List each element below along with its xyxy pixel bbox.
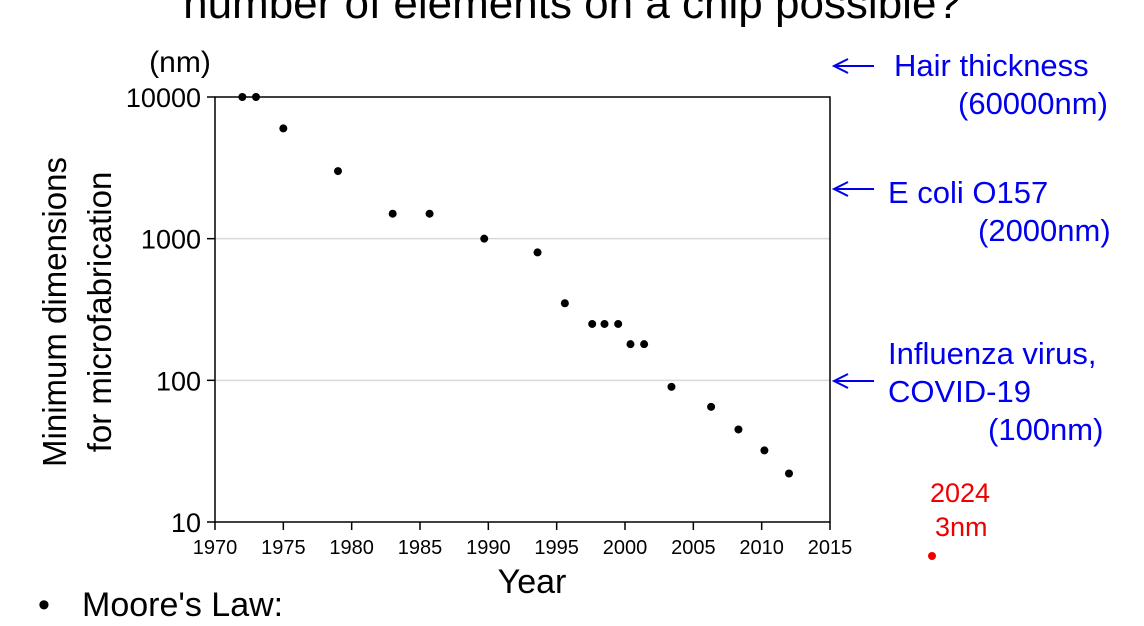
annotation-arrows (831, 58, 874, 389)
y-tick-label: 10 (171, 508, 201, 538)
x-tick-label: 2005 (671, 537, 716, 559)
annotation-influenza-value: (100nm) (988, 412, 1104, 447)
annotation-influenza: Influenza virus, COVID-19 (100nm) (888, 335, 1103, 449)
data-points (238, 93, 793, 478)
annotation-2024-year: 2024 (930, 478, 991, 508)
data-point (252, 93, 260, 101)
y-tick-label: 10000 (126, 83, 201, 113)
data-point (480, 234, 489, 243)
slide-title: number of elements on a chip possible? (183, 0, 961, 28)
annotation-ecoli-value: (2000nm) (978, 213, 1111, 248)
annotation-arrow (831, 373, 874, 389)
y-axis-label-line2: for microfabrication (81, 172, 118, 453)
x-axis-label: Year (498, 563, 567, 601)
x-axis-ticks: 1970 1975 1980 1985 1990 1995 2000 2005 2010 2015 (193, 522, 853, 559)
highlight-point-2024 (928, 552, 936, 560)
x-tick-label: 2015 (808, 537, 853, 559)
x-tick-label: 1975 (261, 537, 306, 559)
annotation-2024: 2024 3nm (930, 476, 990, 544)
data-point (614, 319, 623, 328)
annotation-2024-size: 3nm (935, 512, 988, 542)
data-point (600, 319, 609, 328)
x-tick-label: 2000 (603, 537, 648, 559)
data-point (667, 382, 676, 391)
annotation-hair-value: (60000nm) (958, 86, 1108, 121)
x-tick-label: 1985 (398, 537, 443, 559)
data-point (560, 299, 569, 308)
annotation-hair: Hair thickness (60000nm) (894, 47, 1108, 123)
data-point (238, 93, 247, 101)
bullet-item: • Moore's Law: (38, 584, 283, 626)
y-tick-label: 100 (156, 366, 201, 396)
annotation-hair-label: Hair thickness (894, 48, 1089, 83)
annotation-ecoli-label: E coli O157 (888, 175, 1049, 210)
data-point (388, 209, 397, 218)
data-point (734, 425, 743, 434)
x-tick-label: 1995 (534, 537, 579, 559)
data-point (334, 167, 342, 176)
x-tick-label: 1970 (193, 537, 238, 559)
annotation-influenza-label: Influenza virus, (888, 336, 1097, 371)
gridlines (215, 237, 830, 382)
x-tick-label: 2010 (739, 537, 784, 559)
x-tick-label: 1990 (466, 537, 511, 559)
data-point (588, 319, 597, 328)
y-axis-label-line1: Minimum dimensions (36, 157, 73, 467)
y-unit-label: (nm) (149, 46, 211, 79)
y-axis-ticks: 10 100 1000 10000 (126, 83, 215, 538)
y-tick-label: 1000 (141, 225, 201, 255)
data-point (785, 469, 793, 478)
data-point (533, 248, 542, 257)
bullet-dot: • (38, 586, 50, 624)
annotation-arrow (831, 58, 874, 74)
annotation-ecoli: E coli O157 (2000nm) (888, 174, 1111, 250)
data-point (640, 340, 649, 349)
bullet-text: Moore's Law: (82, 586, 284, 624)
annotation-covid-label: COVID-19 (888, 374, 1031, 409)
plot-frame (214, 96, 831, 523)
data-point (279, 124, 288, 133)
data-point (425, 209, 434, 218)
data-point (626, 340, 635, 349)
annotation-arrow (831, 181, 874, 197)
data-point (707, 402, 716, 411)
x-tick-label: 1980 (329, 537, 374, 559)
data-point (760, 446, 769, 455)
